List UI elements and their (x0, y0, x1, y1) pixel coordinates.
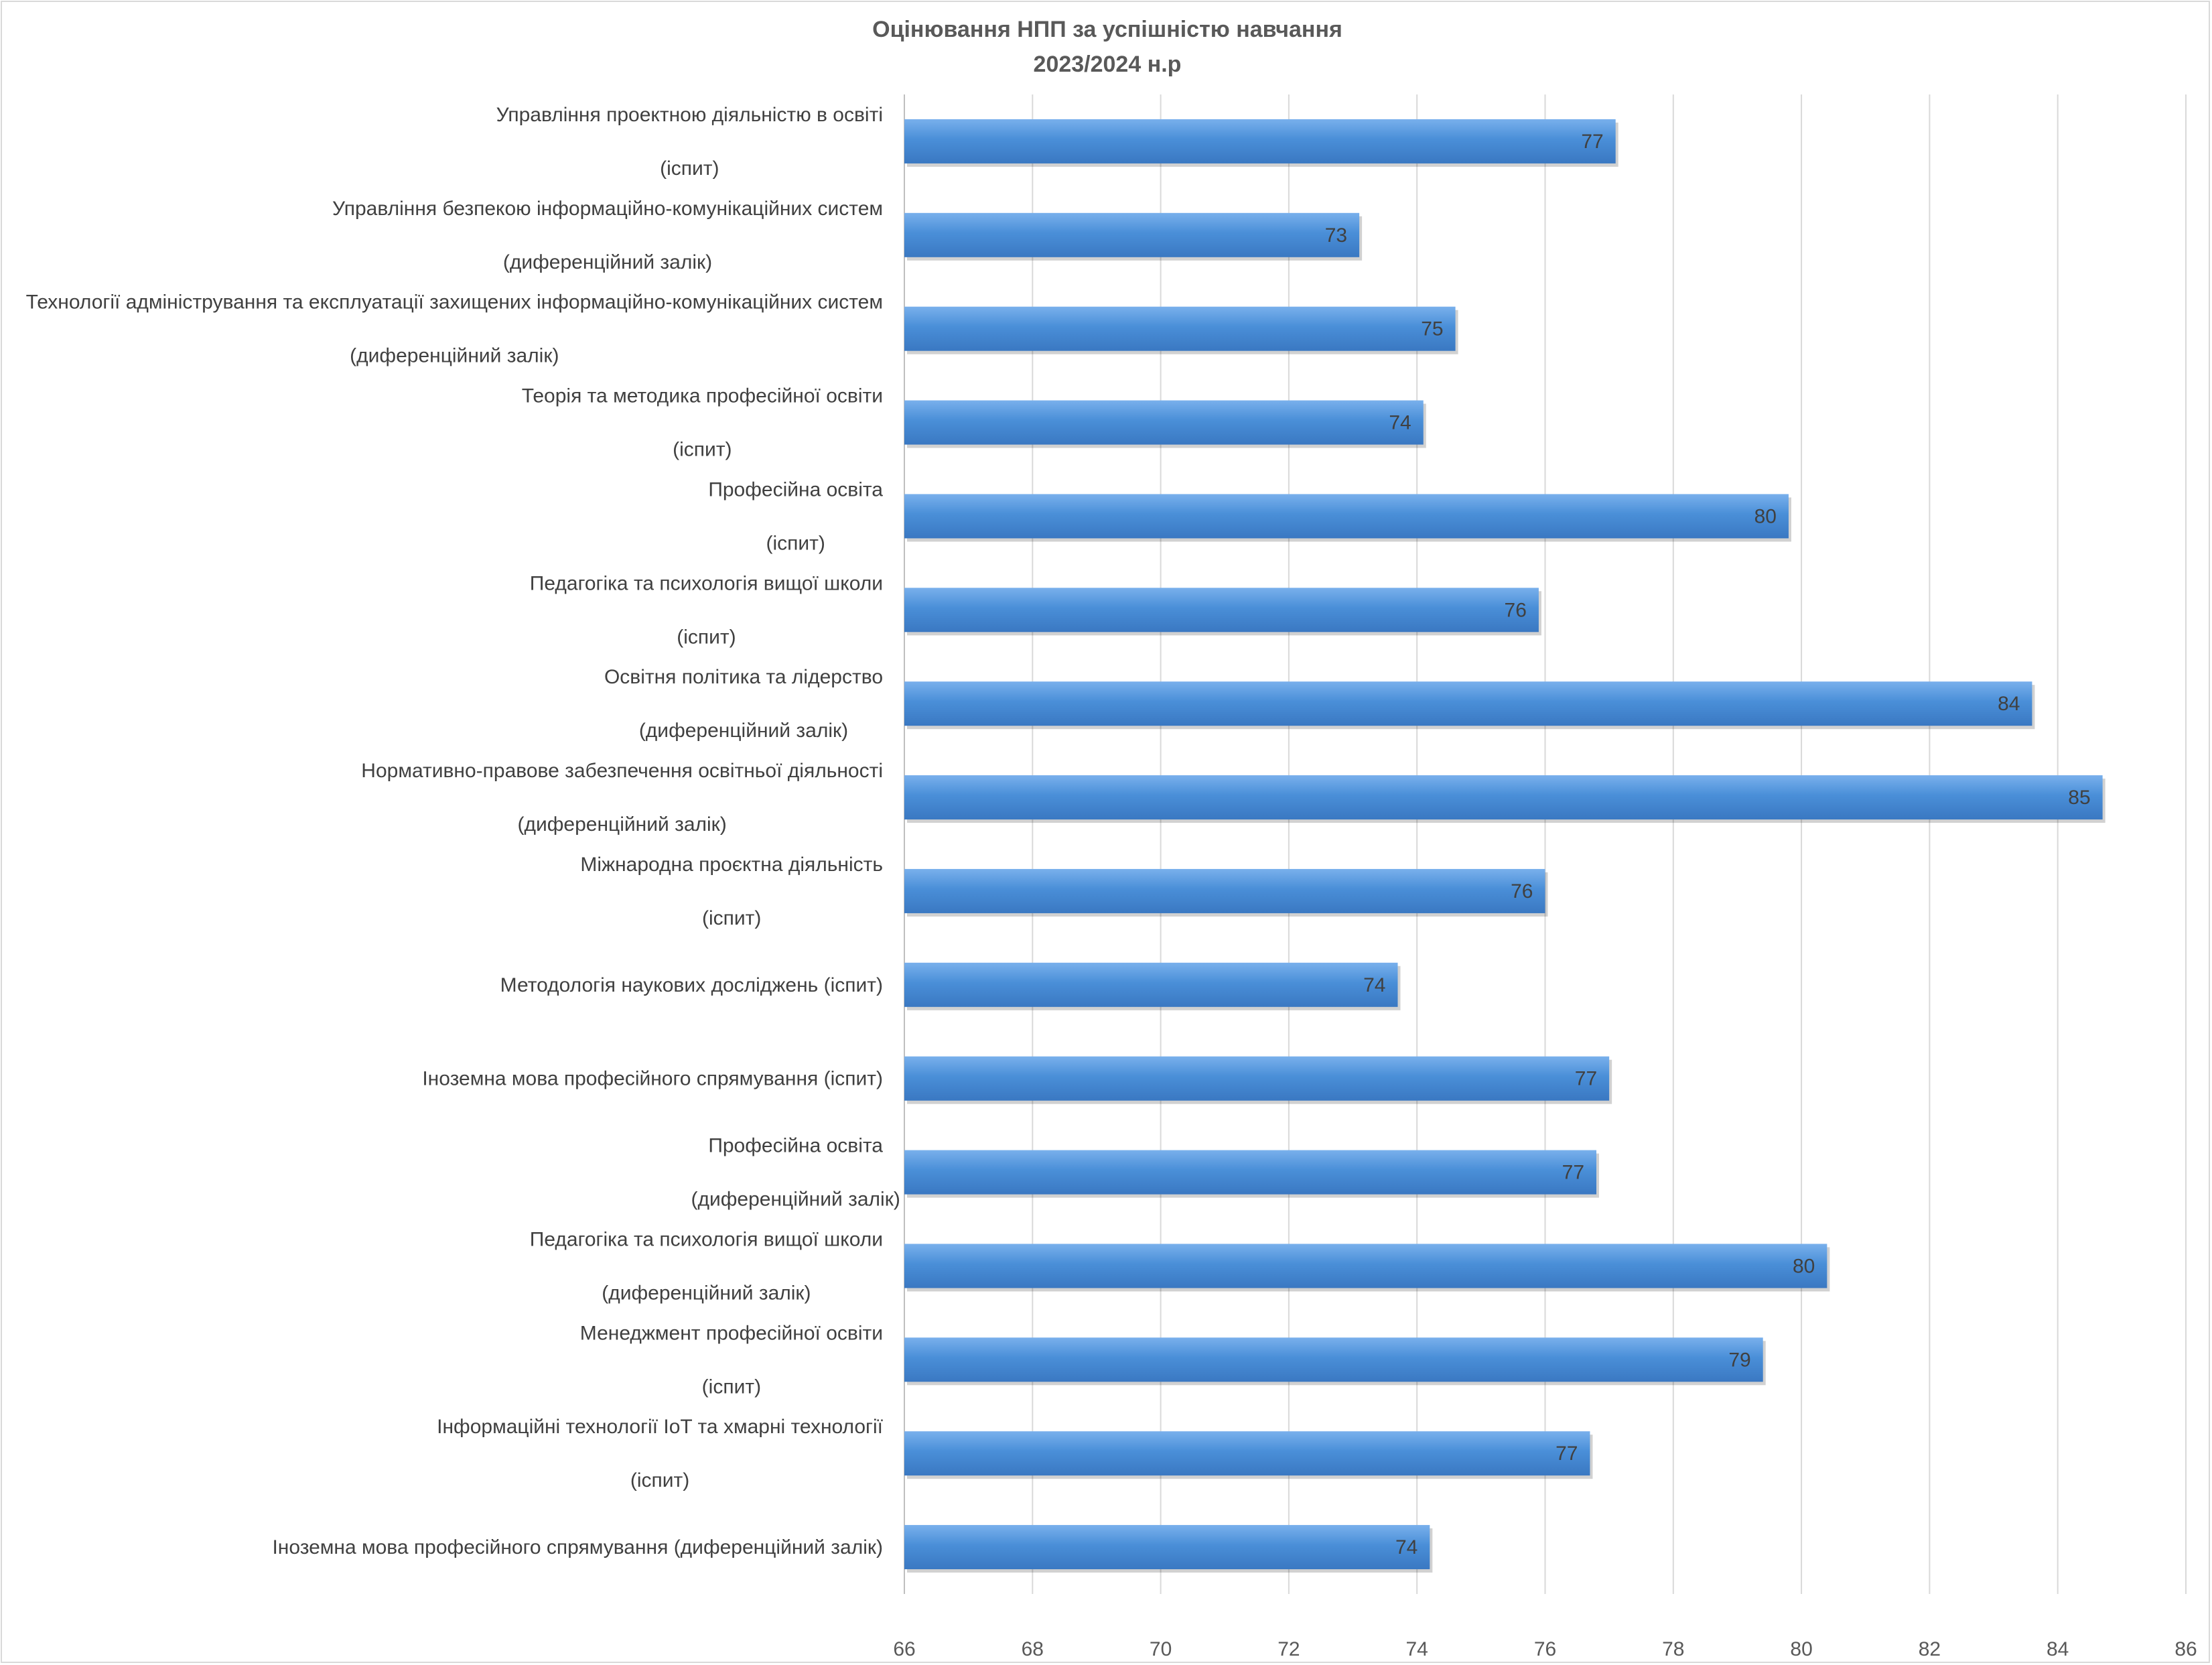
x-tick-label-84: 84 (2047, 1638, 2069, 1660)
bars (904, 119, 2105, 1573)
category-label-14-line-1: Менеджмент професійної освіти (580, 1322, 883, 1344)
bar-1 (904, 119, 1616, 163)
category-label-3-line-2: (диференційний залік) (350, 345, 559, 367)
category-label-5-line-2: (іспит) (766, 532, 825, 554)
bar-15 (904, 1431, 1590, 1476)
bar-2 (904, 212, 1360, 257)
category-label-6-line-2: (іспит) (677, 626, 736, 648)
category-label-8-line-2: (диференційний залік) (517, 813, 726, 836)
bar-value-label-7: 84 (1998, 693, 2020, 715)
category-label-2-line-1: Управління безпекою інформаційно-комунік… (332, 198, 883, 220)
bar-3 (904, 306, 1456, 351)
bar-6 (904, 588, 1539, 632)
x-tick-label-74: 74 (1406, 1638, 1428, 1660)
category-label-5-line-1: Професійна освіта (708, 478, 883, 501)
bar-value-label-3: 75 (1421, 318, 1443, 340)
category-label-9-line-1: Міжнародна проєктна діяльність (580, 854, 883, 876)
bar-value-label-9: 76 (1511, 880, 1533, 903)
x-tick-label-82: 82 (1919, 1638, 1941, 1660)
bar-value-label-5: 80 (1754, 505, 1777, 527)
bar-11 (904, 1056, 1610, 1101)
bar-9 (904, 868, 1545, 913)
category-label-13-line-1: Педагогіка та психологія вищої школи (530, 1228, 883, 1250)
category-label-13-line-2: (диференційний залік) (602, 1282, 811, 1304)
x-tick-label-70: 70 (1150, 1638, 1172, 1660)
bar-4 (904, 400, 1424, 445)
bar-value-label-16: 74 (1395, 1536, 1418, 1558)
bar-value-label-2: 73 (1325, 224, 1347, 247)
bar-value-label-15: 77 (1556, 1443, 1578, 1465)
x-tick-label-76: 76 (1534, 1638, 1556, 1660)
x-tick-label-78: 78 (1662, 1638, 1684, 1660)
category-label-4-line-1: Теорія та методика професійної освіти (522, 385, 883, 407)
category-label-2-line-2: (диференційний залік) (503, 251, 712, 273)
bar-8 (904, 775, 2103, 820)
category-label-15-line-1: Інформаційні технології IoT та хмарні те… (437, 1416, 884, 1438)
category-label-12-line-1: Професійна освіта (708, 1135, 883, 1157)
chart-title-line-1: Оцінювання НПП за успішністю навчання (872, 17, 1342, 42)
bar-value-label-12: 77 (1562, 1162, 1584, 1184)
category-label-4-line-2: (іспит) (673, 439, 732, 461)
category-label-12-line-2: (диференційний залік) (691, 1189, 900, 1211)
text-labels: Оцінювання НПП за успішністю навчання 202… (26, 17, 2197, 1660)
category-label-1-line-2: (іспит) (660, 157, 719, 180)
bar-value-label-8: 85 (2068, 787, 2090, 809)
x-tick-label-86: 86 (2174, 1638, 2197, 1660)
x-tick-label-66: 66 (893, 1638, 915, 1660)
bar-12 (904, 1150, 1597, 1195)
bar-7 (904, 681, 2032, 726)
bar-value-label-1: 77 (1581, 131, 1603, 153)
bar-value-label-14: 79 (1728, 1349, 1750, 1371)
category-label-15-line-2: (іспит) (630, 1469, 689, 1491)
bar-10 (904, 962, 1398, 1007)
category-label-7-line-1: Освітня політика та лідерство (604, 666, 883, 688)
x-tick-label-72: 72 (1277, 1638, 1300, 1660)
category-label-14-line-2: (іспит) (702, 1376, 761, 1398)
category-label-6-line-1: Педагогіка та психологія вищої школи (530, 572, 883, 594)
bar-value-label-13: 80 (1793, 1255, 1815, 1277)
bar-value-label-4: 74 (1389, 412, 1411, 434)
bar-value-label-11: 77 (1575, 1068, 1597, 1090)
category-label-3-line-1: Технології адміністрування та експлуатац… (26, 291, 883, 314)
category-label-9-line-2: (іспит) (702, 907, 761, 929)
category-label-1-line-1: Управління проектною діяльністю в освіті (496, 104, 883, 126)
category-label-10: Методологія наукових досліджень (іспит) (500, 974, 883, 996)
category-label-16: Іноземна мова професійного спрямування (… (272, 1536, 883, 1558)
category-label-7-line-2: (диференційний залік) (639, 720, 848, 742)
category-label-11: Іноземна мова професійного спрямування (… (422, 1068, 883, 1090)
chart-title-line-2: 2023/2024 н.р (1034, 52, 1182, 77)
x-tick-label-68: 68 (1022, 1638, 1044, 1660)
bar-13 (904, 1244, 1827, 1288)
x-tick-label-80: 80 (1790, 1638, 1812, 1660)
bar-value-label-6: 76 (1505, 599, 1527, 621)
category-label-8-line-1: Нормативно-правове забезпечення освітньо… (361, 760, 883, 782)
bar-5 (904, 494, 1789, 539)
bar-14 (904, 1337, 1763, 1382)
bar-value-label-10: 74 (1363, 974, 1385, 996)
bar-16 (904, 1525, 1430, 1570)
